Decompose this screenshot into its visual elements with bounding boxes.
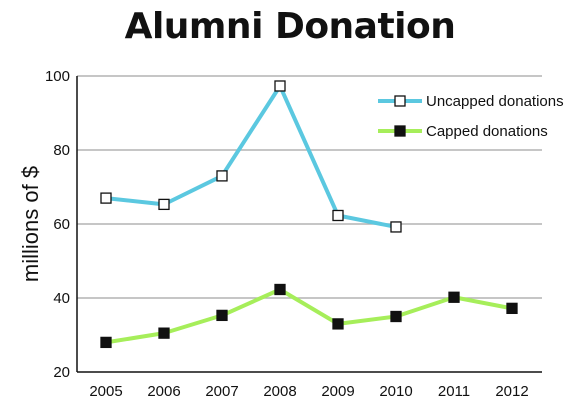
x-tick-label: 2010 <box>379 383 412 400</box>
y-tick-label: 100 <box>45 68 70 85</box>
legend-label: Capped donations <box>426 123 548 140</box>
y-tick-label: 80 <box>53 142 70 159</box>
data-point <box>274 80 286 92</box>
series-area <box>100 80 518 349</box>
x-tick-label: 2007 <box>205 383 238 400</box>
data-point <box>216 170 228 182</box>
data-point <box>332 209 344 222</box>
chart-title: Alumni Donation <box>124 6 456 47</box>
x-tick-label: 2005 <box>89 383 122 400</box>
y-axis-label: millions of $ <box>18 166 43 282</box>
data-point <box>100 192 112 204</box>
data-point <box>390 310 402 323</box>
legend-marker <box>394 125 406 137</box>
x-tick-label: 2008 <box>263 383 296 400</box>
data-point <box>158 327 170 339</box>
y-tick-label: 60 <box>53 216 70 233</box>
legend: Uncapped donations Capped donations <box>378 93 564 140</box>
legend-marker <box>394 95 406 107</box>
data-point <box>332 318 344 330</box>
data-point <box>274 283 286 296</box>
x-tick-label: 2012 <box>495 383 528 400</box>
data-point <box>506 302 518 315</box>
data-point <box>390 221 402 233</box>
x-tick-label: 2011 <box>438 383 470 400</box>
x-tick-label: 2006 <box>147 383 180 400</box>
data-point <box>158 198 170 211</box>
axes: 20 40 60 80 100 2005 2006 2007 2008 2009 2010 2011 2… <box>18 68 542 400</box>
series-line-0 <box>105 83 397 229</box>
data-point <box>216 309 228 322</box>
legend-label: Uncapped donations <box>426 93 564 110</box>
data-point <box>448 291 460 303</box>
series-line-1 <box>105 287 513 345</box>
x-tick-label: 2009 <box>321 383 354 400</box>
y-tick-label: 20 <box>53 364 70 381</box>
y-tick-label: 40 <box>53 290 70 307</box>
data-point <box>100 336 112 349</box>
